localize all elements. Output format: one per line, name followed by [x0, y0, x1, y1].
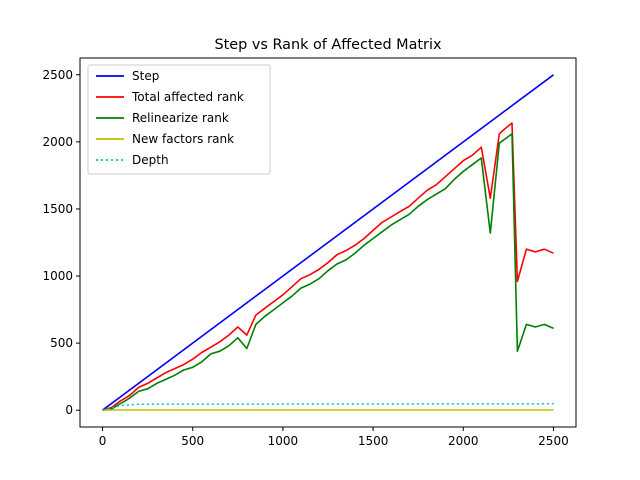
- legend: Step Total affected rank Relinearize rank N…: [87, 64, 271, 175]
- legend-label: Step: [132, 69, 159, 83]
- y-tick-label: 2500: [42, 68, 73, 82]
- x-tick-label: 0: [99, 434, 107, 448]
- legend-label: New factors rank: [132, 132, 234, 146]
- series-line-2: [102, 133, 554, 411]
- x-tick-label: 1500: [358, 434, 389, 448]
- series-line-0: [102, 74, 554, 411]
- x-tick-label: 500: [181, 434, 204, 448]
- chart-title: Step vs Rank of Affected Matrix: [215, 37, 442, 53]
- y-tick-label: 2000: [42, 135, 73, 149]
- legend-label: Relinearize rank: [132, 111, 229, 125]
- plot-frame: [79, 57, 577, 428]
- legend-label: Depth: [132, 153, 169, 167]
- legend-label: Total affected rank: [131, 90, 244, 104]
- x-tick-label: 2500: [538, 434, 569, 448]
- y-tick-label: 0: [65, 403, 73, 417]
- x-tick-label: 2000: [448, 434, 479, 448]
- y-tick-label: 1500: [42, 202, 73, 216]
- y-tick-label: 1000: [42, 269, 73, 283]
- x-tick-label: 1000: [268, 434, 299, 448]
- series-layer: [102, 74, 554, 411]
- legend-box: [87, 64, 271, 175]
- ticks-layer: 0 500 1000 1500 2000 2500 0 500 1000 1500 2000 2500: [42, 68, 568, 448]
- series-line-1: [102, 122, 554, 411]
- y-tick-label: 500: [50, 336, 73, 350]
